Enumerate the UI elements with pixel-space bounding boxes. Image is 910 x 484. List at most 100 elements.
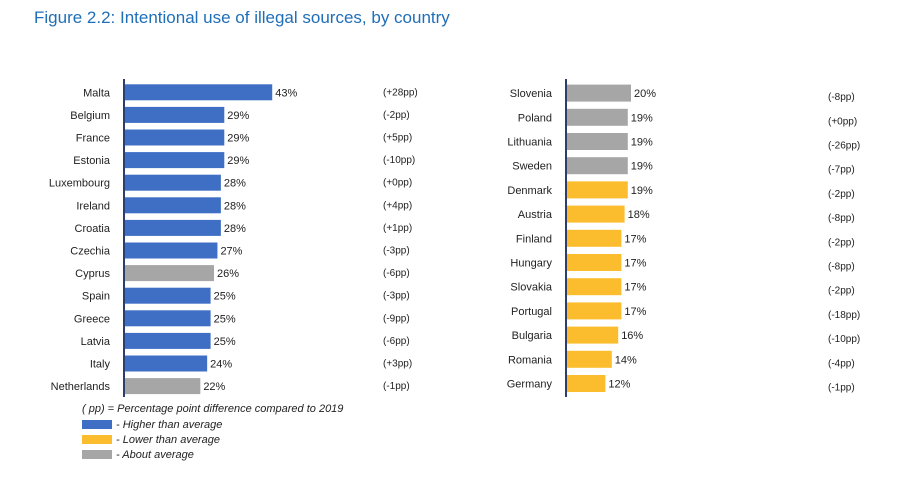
bar bbox=[567, 302, 622, 320]
data-label: 19% bbox=[631, 185, 653, 197]
data-label: 29% bbox=[227, 155, 249, 167]
legend-item-lower: - Lower than average bbox=[82, 432, 343, 447]
category-label: Finland bbox=[516, 233, 552, 245]
change-label: (-10pp) bbox=[383, 155, 415, 166]
category-label: Belgium bbox=[70, 110, 110, 122]
category-label: Bulgaria bbox=[512, 330, 553, 342]
legend-item-higher: - Higher than average bbox=[82, 417, 343, 432]
figure-title: Figure 2.2: Intentional use of illegal s… bbox=[34, 8, 450, 27]
bar bbox=[567, 108, 628, 126]
bar bbox=[567, 326, 619, 344]
legend: ( pp) = Percentage point difference comp… bbox=[82, 403, 343, 462]
bar bbox=[125, 332, 211, 349]
category-label: Slovakia bbox=[510, 282, 552, 294]
data-label: 28% bbox=[224, 178, 246, 190]
bar bbox=[125, 129, 225, 146]
bar bbox=[567, 350, 612, 368]
bar bbox=[125, 197, 221, 214]
bar bbox=[125, 265, 215, 282]
category-label: Cyprus bbox=[75, 268, 110, 280]
category-label: Sweden bbox=[512, 161, 552, 173]
category-label: Lithuania bbox=[507, 137, 553, 149]
legend-note: ( pp) = Percentage point difference comp… bbox=[82, 403, 344, 415]
data-label: 12% bbox=[608, 379, 630, 391]
change-label: (-18pp) bbox=[828, 310, 860, 321]
data-label: 14% bbox=[615, 354, 637, 366]
data-label: 29% bbox=[227, 110, 249, 122]
category-label: Spain bbox=[82, 291, 110, 303]
category-label: Ireland bbox=[76, 200, 110, 212]
data-label: 19% bbox=[631, 161, 653, 173]
legend-label-about: - About average bbox=[116, 448, 194, 461]
change-label: (+4pp) bbox=[383, 200, 412, 211]
legend-swatch-higher bbox=[82, 420, 112, 429]
change-label: (-1pp) bbox=[828, 383, 855, 394]
change-label: (+0pp) bbox=[383, 178, 412, 189]
data-label: 20% bbox=[634, 88, 656, 100]
category-label: Luxembourg bbox=[49, 178, 110, 190]
data-label: 29% bbox=[227, 133, 249, 145]
category-label: Germany bbox=[507, 379, 553, 391]
bar bbox=[567, 278, 622, 296]
category-label: Estonia bbox=[73, 155, 111, 167]
legend-label-higher: - Higher than average bbox=[116, 418, 223, 431]
change-label: (-8pp) bbox=[828, 92, 855, 103]
data-label: 28% bbox=[224, 223, 246, 235]
bar bbox=[567, 84, 631, 102]
category-label: Slovenia bbox=[510, 88, 553, 100]
change-label: (-8pp) bbox=[828, 213, 855, 224]
data-label: 25% bbox=[214, 313, 236, 325]
data-label: 43% bbox=[275, 87, 297, 99]
change-label: (-2pp) bbox=[828, 286, 855, 297]
category-label: Austria bbox=[518, 209, 553, 221]
legend-swatch-about bbox=[82, 450, 112, 459]
legend-swatch-lower bbox=[82, 435, 112, 444]
bar bbox=[125, 84, 273, 101]
change-label: (+5pp) bbox=[383, 133, 412, 144]
data-label: 22% bbox=[203, 381, 225, 393]
data-label: 17% bbox=[624, 258, 646, 270]
change-label: (-6pp) bbox=[383, 336, 410, 347]
legend-label-lower: - Lower than average bbox=[116, 433, 220, 446]
data-label: 18% bbox=[628, 209, 650, 221]
change-label: (-9pp) bbox=[383, 313, 410, 324]
bar bbox=[567, 375, 606, 392]
data-label: 17% bbox=[624, 233, 646, 245]
category-label: Greece bbox=[74, 313, 110, 325]
change-label: (+1pp) bbox=[383, 223, 412, 234]
category-label: Czechia bbox=[70, 246, 111, 258]
bar bbox=[567, 254, 622, 271]
category-label: Hungary bbox=[510, 258, 552, 270]
change-label: (-8pp) bbox=[828, 262, 855, 273]
change-label: (-10pp) bbox=[828, 334, 860, 345]
data-label: 17% bbox=[624, 306, 646, 318]
category-label: Croatia bbox=[75, 223, 111, 235]
change-label: (-7pp) bbox=[828, 165, 855, 176]
bar bbox=[125, 355, 208, 372]
legend-item-about: - About average bbox=[82, 447, 343, 462]
category-label: France bbox=[76, 133, 110, 145]
data-label: 25% bbox=[214, 291, 236, 303]
change-label: (-3pp) bbox=[383, 246, 410, 257]
category-label: Poland bbox=[518, 112, 552, 124]
bar bbox=[125, 219, 221, 236]
data-label: 19% bbox=[631, 137, 653, 149]
category-label: Malta bbox=[83, 87, 111, 99]
change-label: (-2pp) bbox=[828, 189, 855, 200]
category-label: Italy bbox=[90, 359, 111, 371]
bar bbox=[125, 174, 221, 191]
data-label: 26% bbox=[217, 268, 239, 280]
bar bbox=[567, 181, 628, 199]
data-label: 17% bbox=[624, 282, 646, 294]
change-label: (+3pp) bbox=[383, 359, 412, 370]
change-label: (+28pp) bbox=[383, 87, 418, 98]
data-label: 27% bbox=[220, 246, 242, 258]
data-label: 24% bbox=[210, 359, 232, 371]
bar bbox=[567, 157, 628, 175]
bar bbox=[567, 229, 622, 247]
change-label: (-2pp) bbox=[828, 237, 855, 248]
bar bbox=[125, 242, 218, 259]
bar bbox=[125, 152, 225, 169]
bar bbox=[125, 106, 225, 123]
